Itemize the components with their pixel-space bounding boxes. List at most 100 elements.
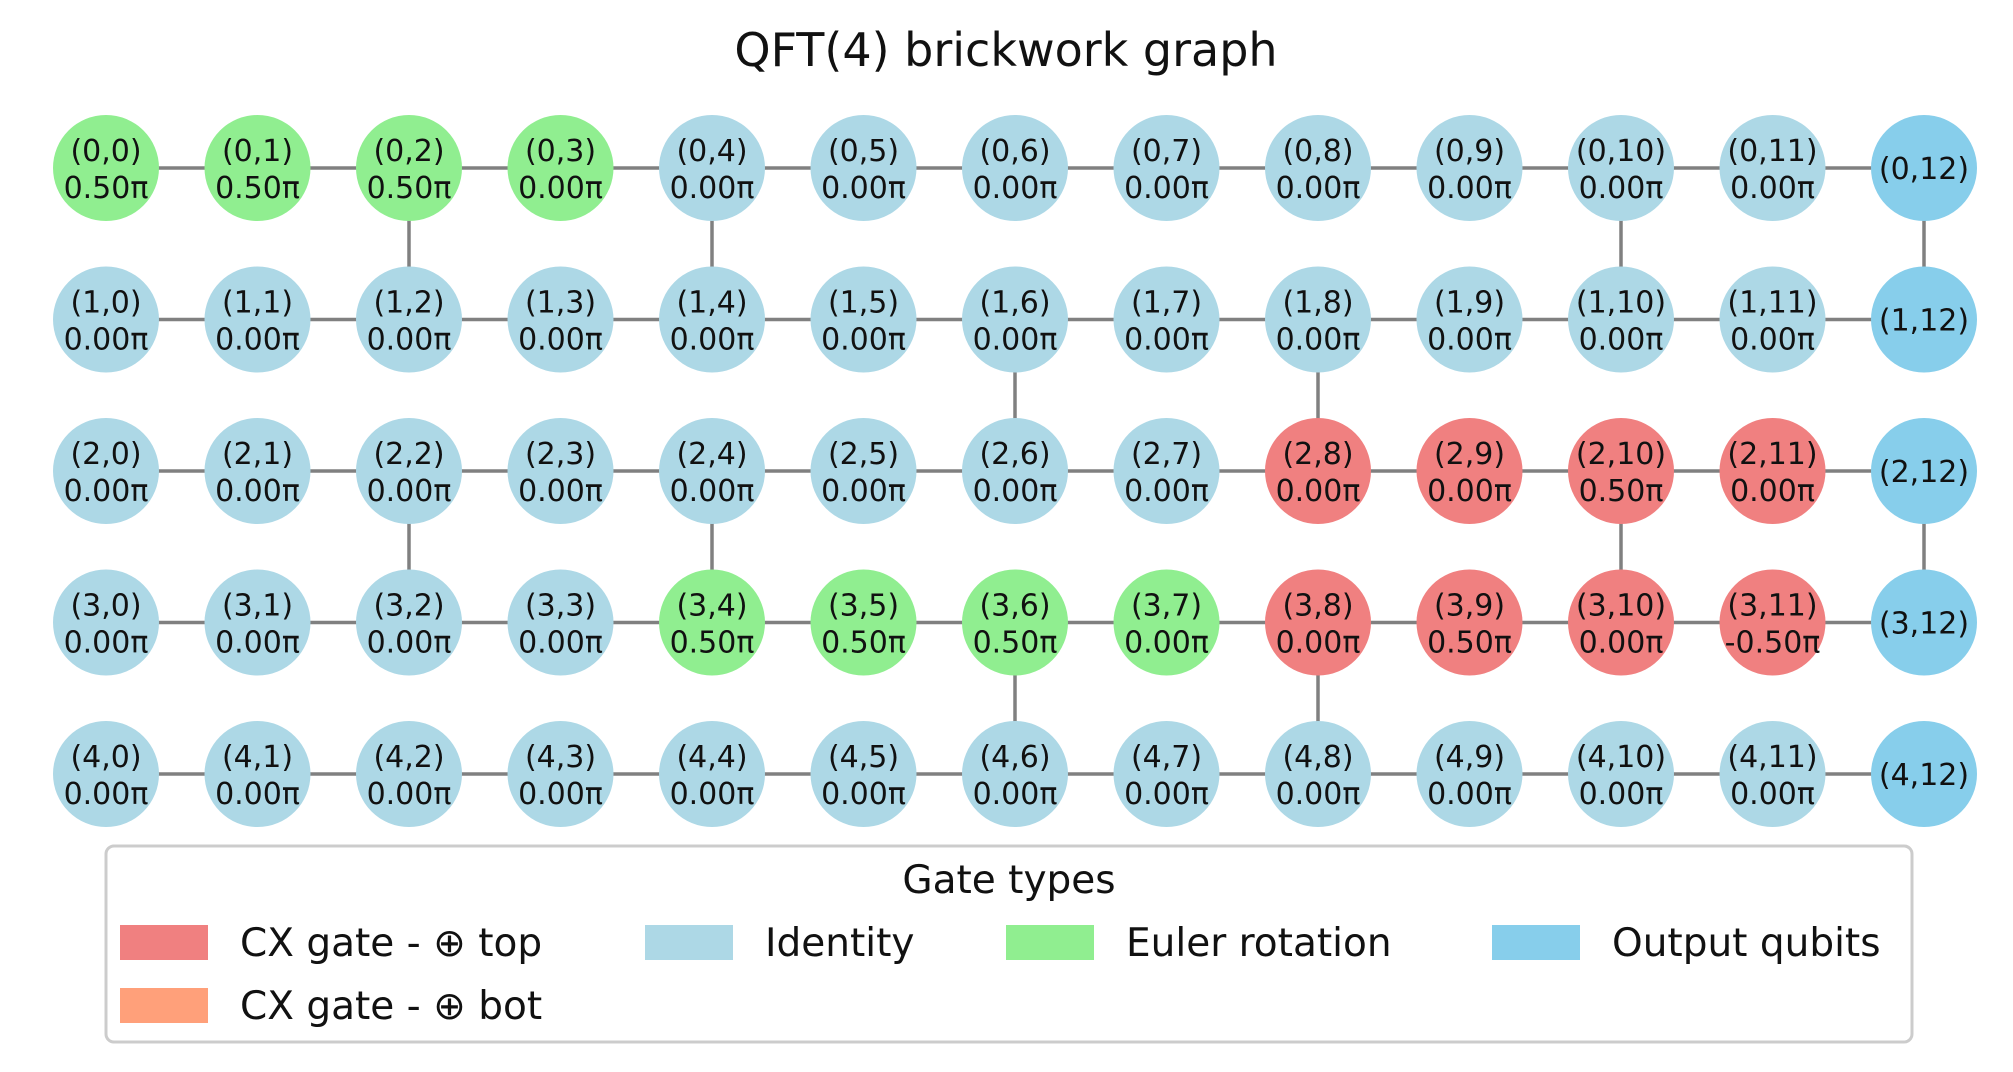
node-angle-label: 0.00π [1579,777,1664,812]
node-circle-cx_top [1265,418,1371,524]
node-circle-euler [810,569,917,676]
node-circle-identity [810,418,917,524]
node-angle-label: -0.50π [1725,626,1821,661]
graph-node: (0,6)0.00π [962,115,1068,221]
graph-node: (2,5)0.00π [810,418,917,524]
node-circle-identity [810,266,917,373]
node-angle-label: 0.00π [821,323,906,358]
node-circle-output [1871,721,1977,827]
graph-node: (1,4)0.00π [659,266,765,373]
node-angle-label: 0.00π [670,474,755,509]
node-angle-label: 0.00π [1427,171,1512,206]
graph-node: (1,1)0.00π [204,266,311,373]
legend-item-identity: Identity [645,921,914,966]
node-id-label: (1,11) [1727,286,1817,321]
node-id-label: (3,3) [525,589,596,624]
graph-node: (2,6)0.00π [962,418,1068,524]
node-circle-identity [507,266,614,373]
node-circle-identity [1113,266,1220,373]
node-circle-cx_top [1416,418,1523,524]
node-id-label: (1,9) [1434,286,1505,321]
graph-node: (1,12) [1871,266,1977,373]
graph-node: (3,2)0.00π [356,569,462,676]
node-id-label: (1,10) [1576,286,1666,321]
node-circle-identity [1568,266,1674,373]
node-circle-identity [659,266,765,373]
graph-node: (0,1)0.50π [204,115,311,221]
node-angle-label: 0.00π [1579,323,1664,358]
node-angle-label: 0.00π [367,626,452,661]
node-circle-identity [1113,115,1220,221]
node-id-label: (4,12) [1879,758,1969,793]
node-angle-label: 0.00π [1276,474,1361,509]
node-angle-label: 0.50π [1427,626,1512,661]
graph-node: (0,0)0.50π [53,115,159,221]
node-circle-identity [356,418,462,524]
node-id-label: (3,8) [1282,589,1353,624]
node-id-label: (4,10) [1576,740,1666,775]
node-angle-label: 0.00π [1579,626,1664,661]
graph-node: (1,9)0.00π [1416,266,1523,373]
graph-node: (4,3)0.00π [507,721,614,827]
node-angle-label: 0.00π [1124,323,1209,358]
node-angle-label: 0.00π [518,474,603,509]
legend-swatch-output [1492,925,1580,960]
node-id-label: (1,3) [525,286,596,321]
node-angle-label: 0.00π [215,626,300,661]
node-circle-cx_top [1719,569,1826,676]
legend-item-euler: Euler rotation [1006,921,1392,966]
node-angle-label: 0.00π [518,777,603,812]
node-circle-cx_top [1568,569,1674,676]
node-id-label: (1,12) [1879,304,1969,339]
node-angle-label: 0.00π [518,323,603,358]
graph-node: (4,7)0.00π [1113,721,1220,827]
node-id-label: (3,2) [373,589,444,624]
graph-node: (2,7)0.00π [1113,418,1220,524]
node-angle-label: 0.00π [1730,777,1815,812]
node-angle-label: 0.50π [821,626,906,661]
node-circle-identity [53,721,159,827]
node-id-label: (2,11) [1727,437,1817,472]
node-angle-label: 0.00π [670,171,755,206]
node-angle-label: 0.00π [518,171,603,206]
node-circle-identity [53,569,159,676]
node-circle-output [1871,569,1977,676]
node-angle-label: 0.00π [1730,323,1815,358]
node-id-label: (2,1) [222,437,293,472]
node-angle-label: 0.00π [973,474,1058,509]
node-circle-identity [507,721,614,827]
node-id-label: (0,2) [373,134,444,169]
node-circle-euler [659,569,765,676]
graph-node: (4,6)0.00π [962,721,1068,827]
node-angle-label: 0.00π [1124,626,1209,661]
node-circle-identity [962,418,1068,524]
node-circle-identity [1719,115,1826,221]
node-id-label: (4,0) [70,740,141,775]
node-id-label: (0,10) [1576,134,1666,169]
graph-node: (4,11)0.00π [1719,721,1826,827]
node-id-label: (1,5) [828,286,899,321]
node-circle-output [1871,418,1977,524]
graph-node: (3,9)0.50π [1416,569,1523,676]
node-angle-label: 0.00π [215,777,300,812]
node-angle-label: 0.00π [367,474,452,509]
node-id-label: (0,12) [1879,152,1969,187]
node-id-label: (3,12) [1879,607,1969,642]
node-angle-label: 0.00π [215,323,300,358]
node-circle-identity [1416,266,1523,373]
node-id-label: (4,7) [1131,740,1202,775]
graph-node: (0,12) [1871,115,1977,221]
node-id-label: (4,4) [676,740,747,775]
node-angle-label: 0.00π [1276,323,1361,358]
node-circle-identity [356,569,462,676]
node-circle-identity [659,115,765,221]
legend-item-output: Output qubits [1492,921,1881,966]
node-circle-identity [1416,115,1523,221]
node-id-label: (0,9) [1434,134,1505,169]
graph-node: (3,3)0.00π [507,569,614,676]
node-angle-label: 0.00π [670,777,755,812]
graph-node: (4,10)0.00π [1568,721,1674,827]
node-id-label: (4,8) [1282,740,1353,775]
node-angle-label: 0.00π [64,626,149,661]
